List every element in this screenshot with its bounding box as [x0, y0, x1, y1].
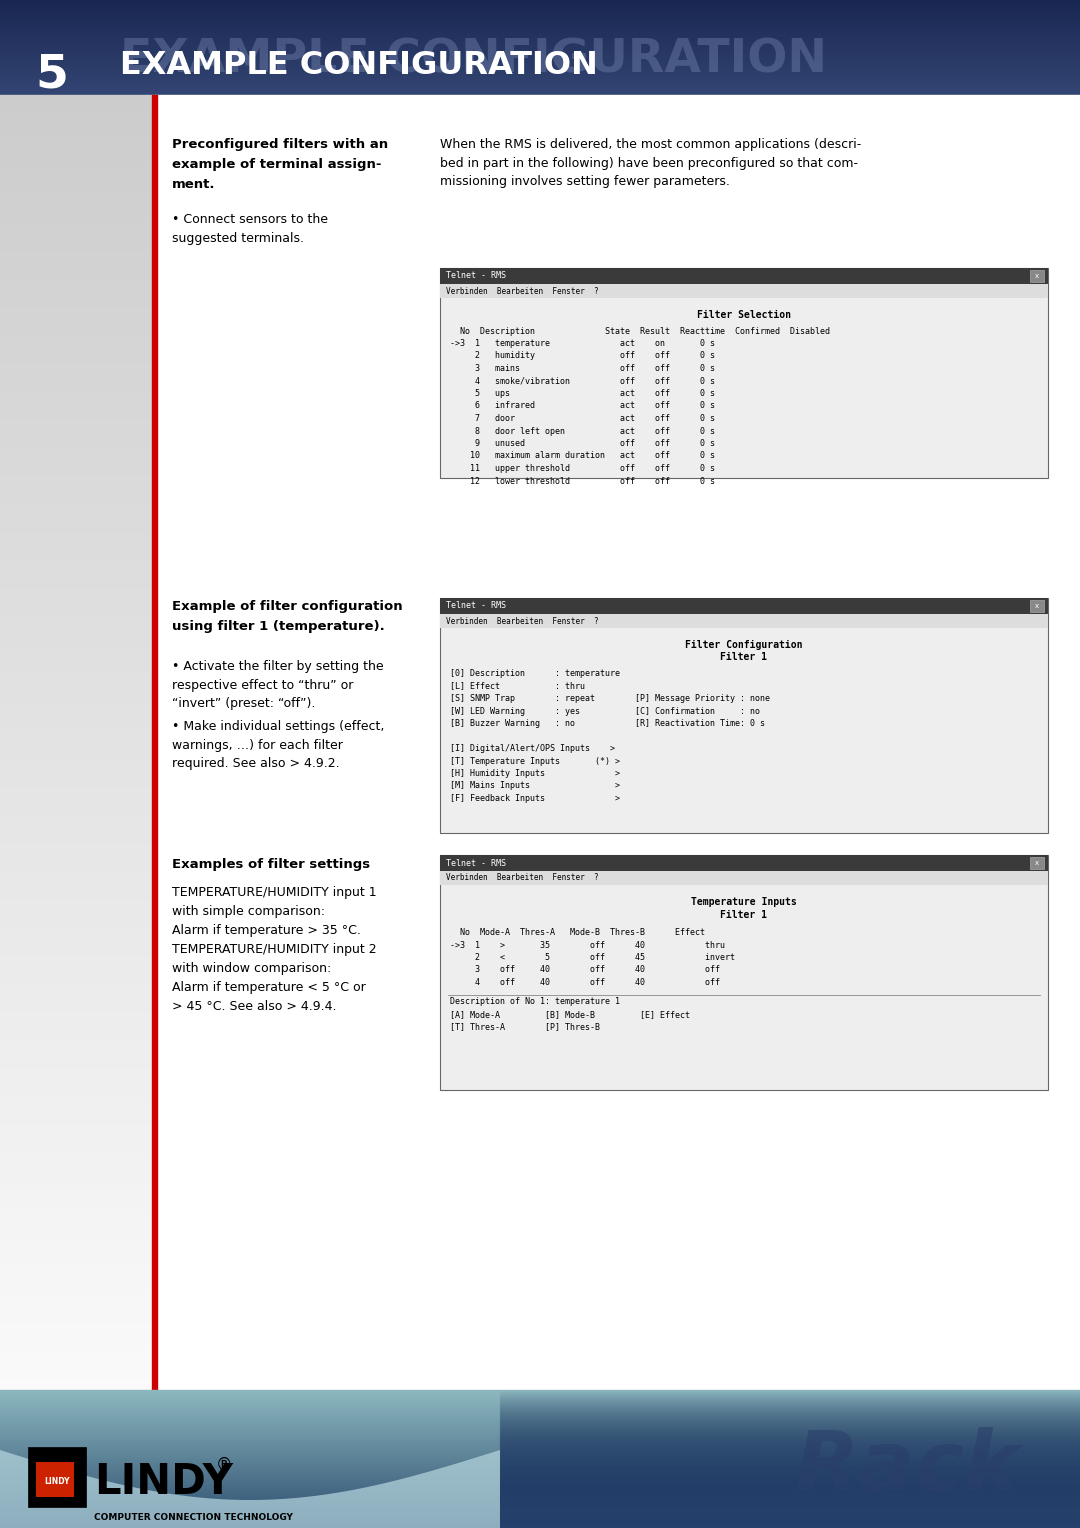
Text: 3    off     40        off      40            off: 3 off 40 off 40 off [450, 966, 720, 975]
Text: TEMPERATURE/HUMIDITY input 1
with simple comparison:
Alarm if temperature > 35 °: TEMPERATURE/HUMIDITY input 1 with simple… [172, 886, 377, 1013]
Text: 6   infrared                 act    off      0 s: 6 infrared act off 0 s [450, 402, 715, 411]
Text: Description of No 1: temperature 1: Description of No 1: temperature 1 [450, 998, 620, 1007]
Text: No  Description              State  Result  Reacttime  Confirmed  Disabled: No Description State Result Reacttime Co… [450, 327, 831, 336]
Bar [1030, 270, 1044, 283]
Bar [440, 614, 1048, 628]
Text: No  Mode-A  Thres-A   Mode-B  Thres-B      Effect: No Mode-A Thres-A Mode-B Thres-B Effect [450, 927, 705, 937]
Text: When the RMS is delivered, the most common applications (descri-
bed in part in : When the RMS is delivered, the most comm… [440, 138, 861, 188]
Text: 12   lower threshold          off    off      0 s: 12 lower threshold off off 0 s [450, 477, 715, 486]
Text: x: x [1035, 274, 1039, 280]
Text: 4   smoke/vibration          off    off      0 s: 4 smoke/vibration off off 0 s [450, 376, 715, 385]
Text: Example of filter configuration: Example of filter configuration [172, 601, 403, 613]
Text: 8   door left open           act    off      0 s: 8 door left open act off 0 s [450, 426, 715, 435]
Text: [T] Temperature Inputs       (*) >: [T] Temperature Inputs (*) > [450, 756, 620, 766]
Text: Filter Configuration: Filter Configuration [685, 640, 802, 649]
Text: [W] LED Warning      : yes           [C] Confirmation     : no: [W] LED Warning : yes [C] Confirmation :… [450, 706, 760, 715]
Bar [440, 597, 1048, 833]
Text: using filter 1 (temperature).: using filter 1 (temperature). [172, 620, 384, 633]
Text: ->3  1    >       35        off      40            thru: ->3 1 > 35 off 40 thru [450, 941, 725, 949]
Text: [H] Humidity Inputs              >: [H] Humidity Inputs > [450, 769, 620, 778]
Text: LINDY: LINDY [44, 1478, 70, 1487]
Text: 4    off     40        off      40            off: 4 off 40 off 40 off [450, 978, 720, 987]
Bar [440, 267, 1048, 284]
Text: [L] Effect           : thru: [L] Effect : thru [450, 681, 585, 691]
Text: Verbinden  Bearbeiten  Fenster  ?: Verbinden Bearbeiten Fenster ? [446, 616, 598, 625]
Text: ->3  1   temperature              act    on       0 s: ->3 1 temperature act on 0 s [450, 339, 715, 348]
Bar [1030, 857, 1044, 869]
Text: • Activate the filter by setting the
respective effect to “thru” or
“invert” (pr: • Activate the filter by setting the res… [172, 660, 383, 711]
Polygon shape [0, 1450, 500, 1528]
Text: x: x [1035, 860, 1039, 866]
Text: 5: 5 [35, 52, 68, 98]
Text: 2   humidity                 off    off      0 s: 2 humidity off off 0 s [450, 351, 715, 361]
Text: Verbinden  Bearbeiten  Fenster  ?: Verbinden Bearbeiten Fenster ? [446, 287, 598, 295]
Bar [440, 284, 1048, 298]
Text: Telnet - RMS: Telnet - RMS [446, 602, 507, 611]
Text: Filter Selection: Filter Selection [697, 310, 791, 319]
Text: x: x [1035, 604, 1039, 610]
Bar [440, 856, 1048, 871]
Text: • Make individual settings (effect,
warnings, …) for each filter
required. See a: • Make individual settings (effect, warn… [172, 720, 384, 770]
Text: [S] SNMP Trap        : repeat        [P] Message Priority : none: [S] SNMP Trap : repeat [P] Message Prior… [450, 694, 770, 703]
Text: 2    <        5        off      45            invert: 2 < 5 off 45 invert [450, 953, 735, 963]
Bar [440, 856, 1048, 1089]
Text: EXAMPLE CONFIGURATION: EXAMPLE CONFIGURATION [120, 49, 598, 81]
Text: Examples of filter settings: Examples of filter settings [172, 859, 370, 871]
Text: [A] Mode-A         [B] Mode-B         [E] Effect: [A] Mode-A [B] Mode-B [E] Effect [450, 1010, 690, 1019]
Text: ®: ® [216, 1456, 232, 1475]
Text: [M] Mains Inputs                 >: [M] Mains Inputs > [450, 781, 620, 790]
Text: Telnet - RMS: Telnet - RMS [446, 272, 507, 281]
Text: Filter 1: Filter 1 [720, 909, 768, 920]
Bar [28, 1447, 86, 1507]
Text: 3   mains                    off    off      0 s: 3 mains off off 0 s [450, 364, 715, 373]
Text: LINDY: LINDY [94, 1461, 233, 1504]
Text: Filter 1: Filter 1 [720, 652, 768, 663]
Text: Verbinden  Bearbeiten  Fenster  ?: Verbinden Bearbeiten Fenster ? [446, 874, 598, 883]
Bar [440, 871, 1048, 885]
Text: Preconfigured filters with an: Preconfigured filters with an [172, 138, 388, 151]
Text: Rack: Rack [795, 1427, 1020, 1508]
Text: example of terminal assign-: example of terminal assign- [172, 157, 381, 171]
Text: Telnet - RMS: Telnet - RMS [446, 859, 507, 868]
Text: 11   upper threshold          off    off      0 s: 11 upper threshold off off 0 s [450, 465, 715, 474]
Text: 10   maximum alarm duration   act    off      0 s: 10 maximum alarm duration act off 0 s [450, 451, 715, 460]
Text: [B] Buzzer Warning   : no            [R] Reactivation Time: 0 s: [B] Buzzer Warning : no [R] Reactivation… [450, 720, 765, 727]
Bar [440, 597, 1048, 614]
Text: EXAMPLE CONFIGURATION: EXAMPLE CONFIGURATION [120, 38, 827, 83]
Text: [T] Thres-A        [P] Thres-B: [T] Thres-A [P] Thres-B [450, 1022, 600, 1031]
Text: [F] Feedback Inputs              >: [F] Feedback Inputs > [450, 795, 620, 804]
Text: 5   ups                      act    off      0 s: 5 ups act off 0 s [450, 390, 715, 397]
Text: • Connect sensors to the
suggested terminals.: • Connect sensors to the suggested termi… [172, 212, 328, 244]
Text: 7   door                     act    off      0 s: 7 door act off 0 s [450, 414, 715, 423]
Text: COMPUTER CONNECTION TECHNOLOGY: COMPUTER CONNECTION TECHNOLOGY [94, 1513, 293, 1522]
Text: [0] Description      : temperature: [0] Description : temperature [450, 669, 620, 678]
Text: 9   unused                   off    off      0 s: 9 unused off off 0 s [450, 439, 715, 448]
Text: [I] Digital/Alert/OPS Inputs    >: [I] Digital/Alert/OPS Inputs > [450, 744, 615, 753]
Bar [36, 1462, 75, 1497]
Bar [440, 267, 1048, 478]
Text: Temperature Inputs: Temperature Inputs [691, 897, 797, 908]
Bar [1030, 601, 1044, 613]
Text: ment.: ment. [172, 177, 216, 191]
